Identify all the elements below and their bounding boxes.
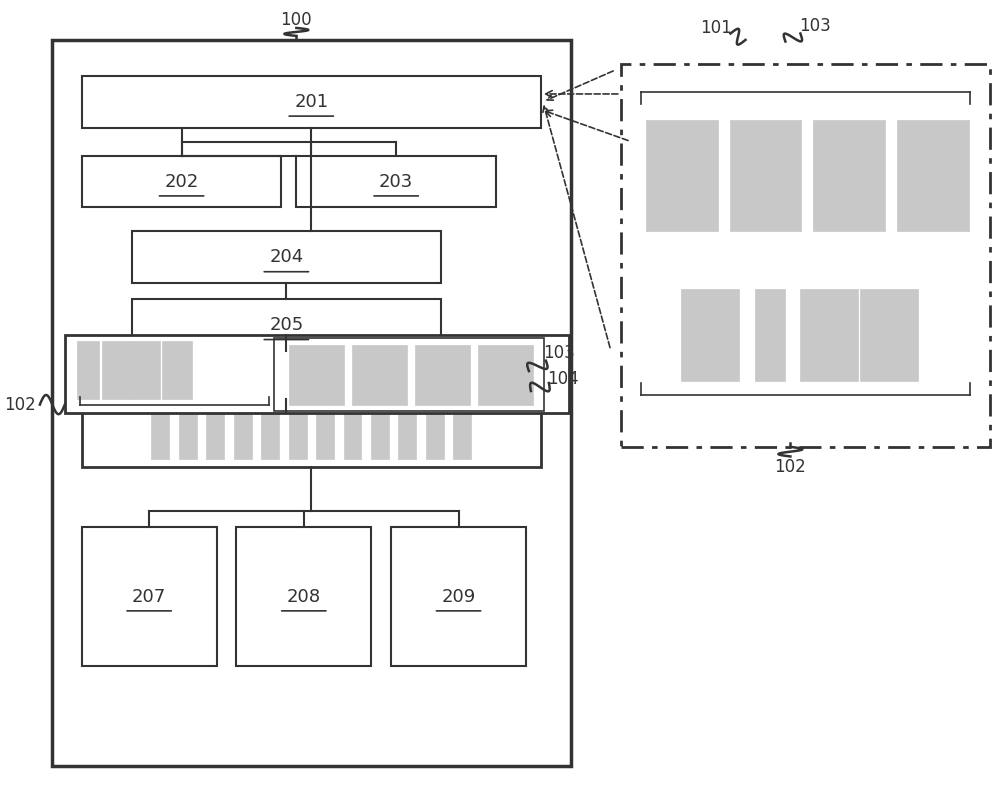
FancyBboxPatch shape bbox=[151, 408, 169, 459]
FancyBboxPatch shape bbox=[391, 527, 526, 666]
FancyBboxPatch shape bbox=[82, 399, 541, 467]
FancyBboxPatch shape bbox=[206, 408, 224, 459]
Text: 202: 202 bbox=[164, 172, 199, 191]
Text: 207: 207 bbox=[132, 587, 166, 606]
FancyBboxPatch shape bbox=[274, 338, 544, 411]
Text: 102: 102 bbox=[775, 458, 806, 476]
FancyBboxPatch shape bbox=[132, 299, 441, 351]
Text: 204: 204 bbox=[269, 248, 304, 267]
Text: 203: 203 bbox=[379, 172, 413, 191]
Text: 102: 102 bbox=[4, 396, 36, 413]
Text: 209: 209 bbox=[441, 587, 476, 606]
FancyBboxPatch shape bbox=[398, 408, 416, 459]
Text: 103: 103 bbox=[543, 344, 575, 361]
FancyBboxPatch shape bbox=[82, 76, 541, 128]
Text: 208: 208 bbox=[287, 587, 321, 606]
FancyBboxPatch shape bbox=[261, 408, 279, 459]
FancyBboxPatch shape bbox=[426, 408, 444, 459]
FancyBboxPatch shape bbox=[234, 408, 252, 459]
Text: 100: 100 bbox=[281, 11, 312, 29]
FancyBboxPatch shape bbox=[130, 341, 160, 399]
FancyBboxPatch shape bbox=[478, 345, 533, 405]
FancyBboxPatch shape bbox=[316, 408, 334, 459]
Text: 101: 101 bbox=[700, 19, 731, 37]
Text: 201: 201 bbox=[294, 93, 328, 111]
FancyBboxPatch shape bbox=[344, 408, 361, 459]
FancyBboxPatch shape bbox=[77, 341, 99, 399]
FancyBboxPatch shape bbox=[65, 335, 569, 413]
FancyBboxPatch shape bbox=[82, 527, 217, 666]
Text: 103: 103 bbox=[799, 17, 831, 34]
FancyBboxPatch shape bbox=[82, 156, 281, 207]
FancyBboxPatch shape bbox=[800, 289, 858, 381]
FancyBboxPatch shape bbox=[179, 408, 197, 459]
FancyBboxPatch shape bbox=[296, 156, 496, 207]
FancyBboxPatch shape bbox=[289, 408, 307, 459]
FancyBboxPatch shape bbox=[52, 40, 571, 766]
Text: 205: 205 bbox=[269, 316, 304, 334]
FancyBboxPatch shape bbox=[860, 289, 918, 381]
FancyBboxPatch shape bbox=[415, 345, 470, 405]
FancyBboxPatch shape bbox=[371, 408, 389, 459]
FancyBboxPatch shape bbox=[453, 408, 471, 459]
Text: 104: 104 bbox=[547, 370, 579, 388]
FancyBboxPatch shape bbox=[236, 527, 371, 666]
FancyBboxPatch shape bbox=[681, 289, 739, 381]
FancyBboxPatch shape bbox=[646, 120, 718, 231]
FancyBboxPatch shape bbox=[813, 120, 885, 231]
FancyBboxPatch shape bbox=[897, 120, 969, 231]
FancyBboxPatch shape bbox=[621, 64, 990, 447]
FancyBboxPatch shape bbox=[102, 341, 130, 399]
FancyBboxPatch shape bbox=[132, 231, 441, 283]
FancyBboxPatch shape bbox=[162, 341, 192, 399]
FancyBboxPatch shape bbox=[730, 120, 801, 231]
FancyBboxPatch shape bbox=[289, 345, 344, 405]
FancyBboxPatch shape bbox=[352, 345, 407, 405]
FancyBboxPatch shape bbox=[755, 289, 785, 381]
